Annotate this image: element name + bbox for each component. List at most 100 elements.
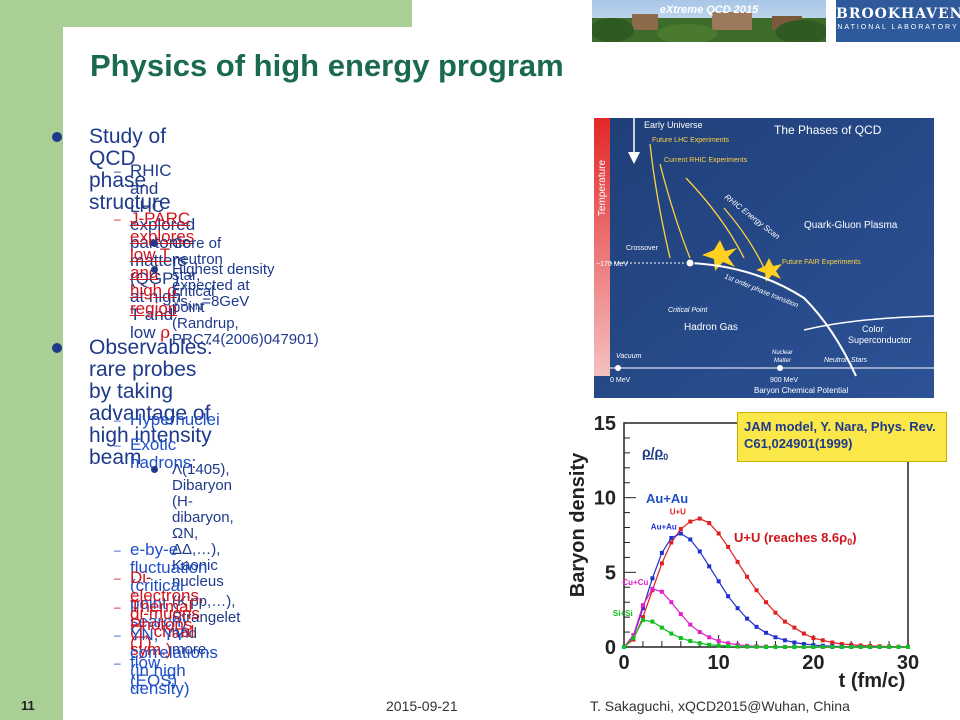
- hadron-gas-label: Hadron Gas: [684, 322, 738, 333]
- data-point-cu-cu: [678, 612, 683, 617]
- early-universe-arrowhead: [628, 152, 640, 164]
- x-tick-label: 20: [802, 652, 824, 674]
- data-point-u-u: [697, 516, 702, 521]
- data-point-cu-cu: [659, 589, 664, 594]
- data-point-u-u: [707, 521, 712, 526]
- early-universe-label: Early Universe: [644, 120, 703, 130]
- data-point-cu-cu: [716, 639, 721, 644]
- data-point-cu-cu: [650, 586, 655, 591]
- critical-point-label: Critical Point: [668, 307, 708, 314]
- qcd-title: The Phases of QCD: [774, 123, 882, 137]
- data-point-u-u: [735, 559, 740, 564]
- data-point-cu-cu: [631, 633, 636, 638]
- data-point-si-si: [631, 636, 636, 641]
- sub-bullet-hypernuclei: – Hypernuclei: [114, 410, 220, 429]
- data-point-si-si: [906, 645, 910, 649]
- y-tick-label: 5: [605, 562, 616, 584]
- data-point-u-u: [754, 588, 759, 593]
- collision-star-2: [756, 258, 782, 282]
- data-point-cu-cu: [669, 600, 674, 605]
- vacuum-label: Vacuum: [616, 353, 642, 360]
- sub-bullet-photons: – Thermal Photons (T): [114, 597, 193, 652]
- data-point-u-u: [764, 600, 768, 605]
- data-point-si-si: [773, 645, 778, 649]
- data-point-au-au: [792, 640, 797, 645]
- data-point-au-au: [688, 537, 693, 542]
- x-tick-label: 30: [897, 652, 919, 674]
- x-tick-label: 0: [618, 652, 629, 674]
- slide-title: Physics of high energy program: [90, 48, 564, 83]
- y-tick-label: 15: [594, 413, 616, 435]
- auau-annotation: Au+Au: [646, 491, 688, 506]
- data-point-au-au: [669, 535, 674, 540]
- data-point-au-au: [707, 564, 712, 569]
- data-point-au-au: [716, 579, 721, 584]
- data-point-u-u: [820, 638, 825, 643]
- series-label-si-si: Si+Si: [613, 609, 633, 618]
- y-axis-label: Baryon density: [567, 452, 589, 597]
- zero-mev-label: 0 MeV: [610, 377, 631, 384]
- color-sc-label-1: Color: [862, 324, 884, 334]
- baryon-potential-label: Baryon Chemical Potential: [754, 386, 848, 395]
- data-point-si-si: [650, 619, 655, 624]
- bullet-dot: [52, 132, 62, 142]
- data-point-si-si: [849, 645, 854, 649]
- data-point-si-si: [820, 645, 825, 649]
- future-lhc-label: Future LHC Experiments: [652, 137, 730, 144]
- data-point-au-au: [801, 642, 806, 647]
- data-point-cu-cu: [707, 635, 712, 640]
- data-point-au-au: [782, 638, 787, 643]
- data-point-si-si: [858, 645, 863, 649]
- uu-annotation: U+U (reaches 8.6ρ0): [734, 530, 857, 547]
- data-point-u-u: [839, 642, 844, 647]
- data-point-si-si: [877, 645, 882, 649]
- nuclear-matter-dot: [777, 365, 783, 371]
- rhic-trajectory: [659, 163, 691, 259]
- banner-image: eXtreme QCD 2015: [592, 0, 826, 42]
- data-point-cu-cu: [726, 641, 731, 646]
- banner-title: eXtreme QCD 2015: [660, 4, 759, 16]
- color-sc-boundary: [803, 315, 934, 331]
- data-point-au-au: [678, 531, 683, 536]
- temperature-bar: [594, 118, 610, 376]
- left-accent-bar: [0, 0, 63, 720]
- y-tick-label: 0: [605, 637, 616, 659]
- future-fair-label: Future FAIR Experiments: [782, 259, 861, 266]
- temperature-label: Temperature: [597, 159, 608, 216]
- lhc-trajectory: [649, 143, 671, 259]
- sub-bullet-flow: – flow (EOS): [114, 653, 178, 690]
- data-point-u-u: [669, 540, 674, 545]
- logo-line2: NATIONAL LABORATORY: [837, 24, 959, 31]
- top-accent-band: [0, 0, 412, 27]
- vacuum-dot: [615, 365, 621, 371]
- mev900-label: 900 MeV: [770, 377, 798, 384]
- sub-bullet-ebye: – e-by-e fluctuation (critical point sear…: [114, 540, 208, 631]
- data-point-u-u: [640, 615, 645, 620]
- footer-author: T. Sakaguchi, xQCD2015@Wuhan, China: [590, 698, 850, 714]
- rho-ratio-annotation: ρ/ρ0: [642, 444, 668, 462]
- sub-bullet-correlations: – YN, YY correlations (in high density): [114, 625, 218, 698]
- data-point-si-si: [754, 644, 759, 649]
- data-point-u-u: [688, 519, 693, 524]
- data-point-si-si: [830, 645, 835, 649]
- data-point-au-au: [697, 549, 702, 554]
- data-point-au-au: [754, 624, 759, 629]
- sub-bullet-rhic-lhc: – RHIC and LHC explored partonic matters…: [114, 161, 196, 343]
- color-sc-label-2: Superconductor: [848, 335, 912, 345]
- data-point-cu-cu: [688, 622, 693, 627]
- data-point-si-si: [792, 645, 797, 649]
- series-label-cu-cu: Cu+Cu: [622, 578, 648, 587]
- data-point-au-au: [735, 606, 740, 611]
- bullet-qcd-phase: Study of QCD phase structure: [52, 126, 171, 214]
- data-point-si-si: [659, 625, 664, 630]
- neutron-stars-label: Neutron Stars: [824, 357, 868, 364]
- sub-bullet-dileptons: – Di-electrons, di-muons (T, chiral sym.): [114, 568, 204, 659]
- sub-bullet-exotic-hadrons: – Exotic hadrons:: [114, 435, 197, 472]
- qcd-background: [594, 118, 934, 398]
- data-point-si-si: [735, 644, 740, 649]
- data-point-u-u: [726, 544, 731, 549]
- data-point-si-si: [896, 645, 901, 649]
- sub-sub-bullet-exotic-list: Λ(1405), Dibaryon (H-dibaryon, ΩN, ΔΔ,…)…: [151, 462, 240, 658]
- qgp-label: Quark-Gluon Plasma: [804, 220, 898, 231]
- data-point-au-au: [745, 616, 750, 621]
